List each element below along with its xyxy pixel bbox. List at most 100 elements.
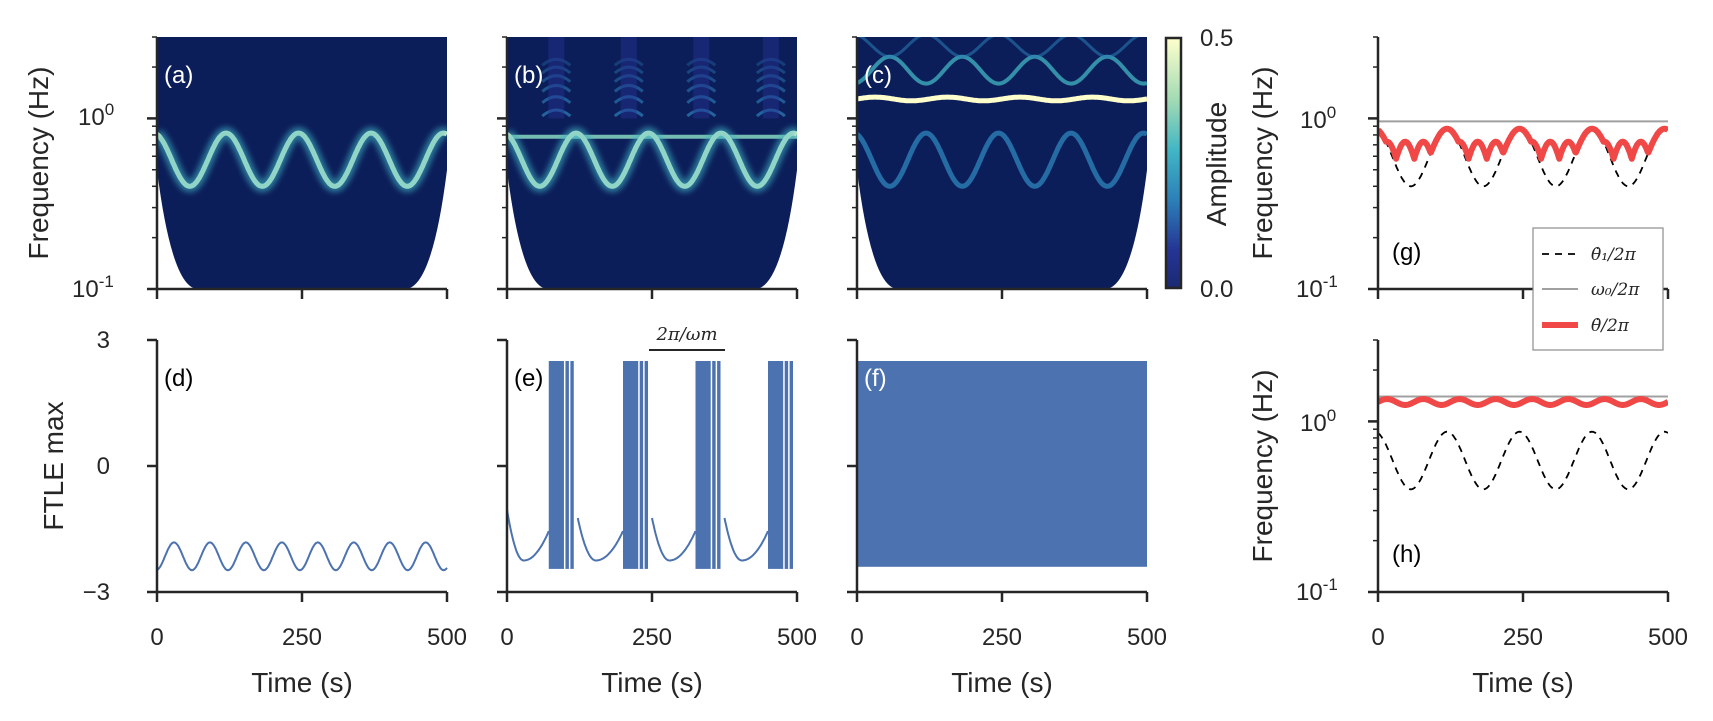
xtick-f-250: 250	[982, 624, 1022, 651]
freq-ticks	[1368, 36, 1670, 602]
harmonic-stripe	[620, 37, 637, 119]
ftle-f-band	[857, 361, 1147, 567]
harmonic-arc	[541, 83, 572, 93]
theta1dot-line-h	[1378, 430, 1668, 491]
xlabel-e: Time (s)	[601, 667, 703, 698]
ytick-h-1e0: 100	[1300, 406, 1336, 437]
xtick-f-500: 500	[1127, 624, 1167, 651]
ytick-h-1e-1: 10-1	[1296, 575, 1338, 606]
panel-label-f: (f)	[864, 365, 887, 392]
xtick-f-0: 0	[850, 624, 863, 651]
harmonic-arc	[541, 65, 572, 75]
heatmap-c-upper-wave	[857, 54, 1147, 86]
harmonic-arc	[613, 95, 644, 104]
xtick-h-250: 250	[1503, 624, 1543, 651]
heatmap-c-upper-wave-2	[857, 37, 1140, 59]
heatmap-c-flat-line	[857, 94, 1147, 104]
ytick-g-1e-1: 10-1	[1296, 272, 1338, 303]
xticks-h: 0 250 500	[1371, 624, 1688, 651]
harmonic-arc	[613, 83, 644, 93]
panel-label-g: (g)	[1392, 239, 1421, 266]
colorbar-tick-min: 0.0	[1200, 276, 1233, 303]
harmonic-arc	[686, 65, 717, 75]
heatmap-ticks	[147, 36, 1149, 299]
xticks-e: 0 250 500	[500, 624, 817, 651]
harmonic-arc	[686, 95, 717, 104]
harmonic-arc	[755, 108, 786, 118]
thetadot-line-h	[1378, 396, 1668, 408]
ylabel-d: FTLE max	[38, 401, 69, 530]
panel-e: (e) 2π/ωm	[506, 324, 793, 569]
colorbar-bar	[1164, 36, 1183, 290]
xtick-d-500: 500	[427, 624, 467, 651]
harmonic-arc	[541, 57, 572, 67]
harmonic-arc	[755, 95, 786, 104]
panel-h	[1378, 395, 1668, 491]
heatmap-b-harmonics	[541, 37, 786, 119]
thetadot-line-g	[1378, 125, 1668, 162]
panel-label-c: (c)	[864, 62, 892, 89]
harmonic-arc	[613, 65, 644, 75]
harmonic-arc	[755, 65, 786, 75]
xtick-h-0: 0	[1371, 624, 1384, 651]
ytick-g-1e0: 100	[1300, 103, 1336, 134]
panel-a: (a)	[157, 37, 447, 289]
panel-label-a: (a)	[164, 62, 193, 89]
theta1dot-line-g	[1378, 127, 1668, 188]
ylabel-g: Frequency (Hz)	[1247, 67, 1278, 260]
xtick-e-0: 0	[500, 624, 513, 651]
ftle-e-bursts	[548, 361, 793, 569]
harmonic-arc	[686, 108, 717, 118]
xtick-d-250: 250	[282, 624, 322, 651]
harmonic-stripe	[548, 37, 565, 119]
panel-f: (f)	[857, 361, 1147, 567]
ylabel-h: Frequency (Hz)	[1247, 370, 1278, 563]
xlabel-d: Time (s)	[251, 667, 353, 698]
xlabel-h: Time (s)	[1472, 667, 1574, 698]
harmonic-arc	[686, 74, 717, 83]
ytick-d-neg3: −3	[83, 579, 110, 606]
panel-label-h: (h)	[1392, 541, 1421, 568]
harmonic-stripe	[693, 37, 710, 119]
legend-label-omega0: ω₀/2π	[1591, 280, 1640, 300]
legend-label-thetadot: θ̇/2π	[1591, 316, 1630, 336]
xtick-d-0: 0	[150, 624, 163, 651]
harmonic-arc	[686, 83, 717, 93]
harmonic-arc	[541, 95, 572, 104]
xlabel-f: Time (s)	[951, 667, 1053, 698]
heatmap-c-cone	[857, 37, 1147, 289]
legend-label-theta1dot: θ̇₁/2π	[1591, 245, 1637, 265]
panel-g	[1378, 120, 1668, 188]
harmonic-stripe	[762, 37, 779, 119]
harmonic-arc	[613, 108, 644, 118]
panel-label-b: (b)	[514, 62, 543, 89]
harmonic-arc	[613, 74, 644, 83]
harmonic-arc	[755, 57, 786, 67]
panel-label-e: (e)	[514, 365, 543, 392]
xticks-d: 0 250 500	[150, 624, 467, 651]
heatmap-c-ridge	[857, 130, 1147, 189]
harmonic-arc	[541, 108, 572, 118]
ftle-e-line	[506, 509, 769, 562]
period-annotation: 2π/ωm	[655, 324, 717, 345]
ftle-d-line	[156, 541, 448, 572]
panel-label-d: (d)	[164, 365, 193, 392]
harmonic-arc	[613, 57, 644, 67]
harmonic-arc	[686, 57, 717, 67]
heatmap-b-ridge-glow	[507, 127, 797, 193]
ytick-d-0: 0	[97, 453, 110, 480]
heatmap-a-cone	[157, 37, 447, 289]
panel-c: (c)	[857, 37, 1147, 289]
heatmap-b-cone	[507, 37, 797, 289]
harmonic-arc	[541, 74, 572, 83]
harmonic-arc	[755, 83, 786, 93]
panel-d: (d)	[156, 365, 448, 572]
xtick-e-500: 500	[777, 624, 817, 651]
legend: θ̇₁/2π ω₀/2π θ̇/2π	[1532, 227, 1664, 351]
panel-b: (b)	[507, 37, 797, 289]
ftle-ticks	[147, 338, 1149, 602]
heatmap-a-ridge-glow	[157, 127, 447, 193]
xtick-e-250: 250	[632, 624, 672, 651]
harmonic-arc	[755, 74, 786, 83]
